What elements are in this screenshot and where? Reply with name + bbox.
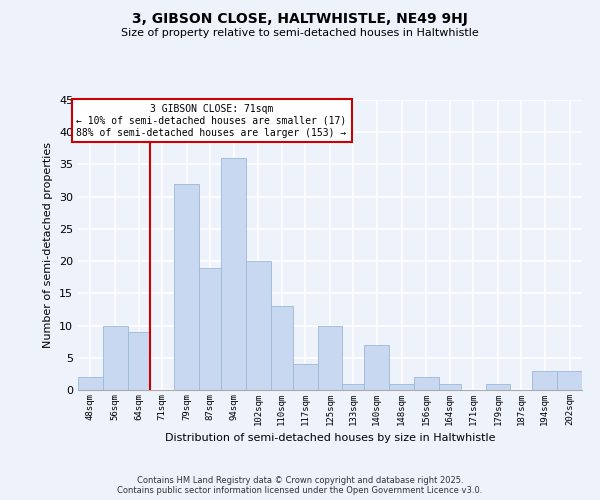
Bar [532,370,557,390]
Bar [317,326,343,390]
Bar [128,332,149,390]
Text: 3, GIBSON CLOSE, HALTWHISTLE, NE49 9HJ: 3, GIBSON CLOSE, HALTWHISTLE, NE49 9HJ [132,12,468,26]
Bar [246,261,271,390]
Bar [343,384,364,390]
Bar [78,377,103,390]
Bar [439,384,461,390]
Bar [103,326,128,390]
X-axis label: Distribution of semi-detached houses by size in Haltwhistle: Distribution of semi-detached houses by … [165,434,495,444]
Bar [389,384,414,390]
Text: 3 GIBSON CLOSE: 71sqm
← 10% of semi-detached houses are smaller (17)
88% of semi: 3 GIBSON CLOSE: 71sqm ← 10% of semi-deta… [76,104,347,138]
Bar [364,345,389,390]
Bar [414,377,439,390]
Bar [221,158,246,390]
Bar [175,184,199,390]
Bar [485,384,511,390]
Bar [293,364,317,390]
Text: Size of property relative to semi-detached houses in Haltwhistle: Size of property relative to semi-detach… [121,28,479,38]
Text: Contains HM Land Registry data © Crown copyright and database right 2025.
Contai: Contains HM Land Registry data © Crown c… [118,476,482,495]
Bar [557,370,582,390]
Bar [271,306,293,390]
Bar [199,268,221,390]
Y-axis label: Number of semi-detached properties: Number of semi-detached properties [43,142,53,348]
